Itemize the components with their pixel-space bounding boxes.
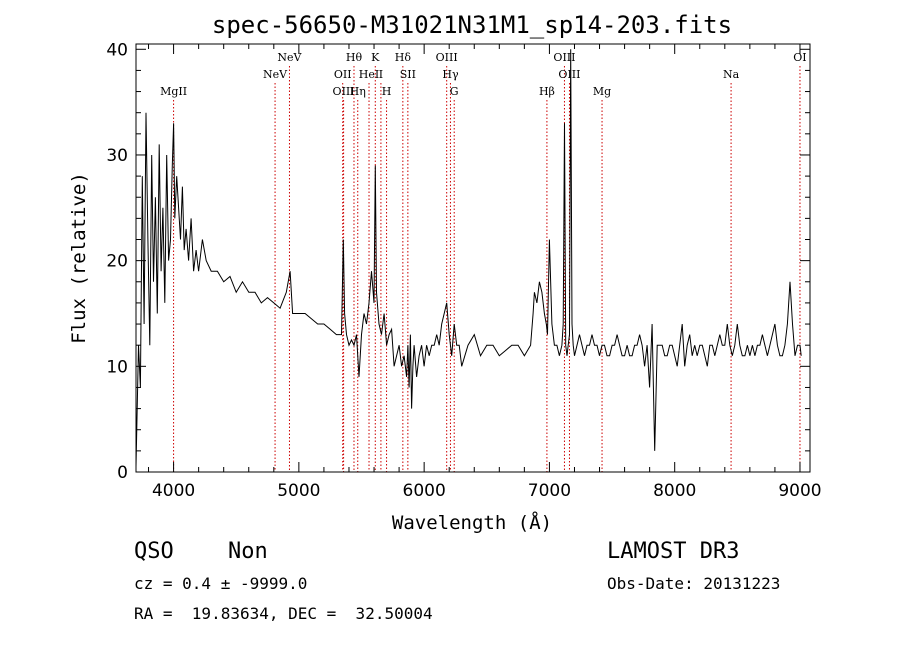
line-marker-label: OIII [436,51,458,64]
line-marker-label: Hβ [539,85,555,98]
line-marker-label: I [379,68,383,81]
y-axis-label: Flux (relative) [68,172,90,344]
line-marker-label: Hη [350,85,366,98]
coordinates: RA = 19.83634, DEC = 32.50004 [134,604,433,623]
x-axis-label: Wavelength (Å) [392,511,552,534]
y-tick-label: 10 [106,357,128,377]
line-marker-label: K [371,51,380,64]
line-markers: MgII NeV NeV OII OIII Hθ Hη HeI KIH Hδ SII OIII Hγ G H… [160,51,807,472]
y-tick-label: 40 [106,40,128,60]
line-marker-label: OIII [553,51,575,64]
line-marker-label: OIII [333,85,355,98]
line-marker-label: HeI [359,68,379,81]
x-tick-label: 5000 [277,481,320,501]
line-marker-label: Hθ [346,51,363,64]
line-marker-label: Hγ [442,68,459,81]
survey-label: LAMOST DR3 [607,539,740,564]
plot-frame [135,43,811,473]
y-tick-label: 0 [117,463,128,483]
line-marker-label: Hδ [395,51,412,64]
line-marker-label: MgII [160,85,187,98]
line-marker-label: NeV [277,51,302,64]
line-marker-label: OII [334,68,352,81]
line-marker-label: OIII [558,68,580,81]
x-tick-label: 9000 [778,481,821,501]
axes: 4000 5000 6000 7000 8000 9000 0 10 20 30 40 [106,40,821,501]
x-tick-label: 4000 [152,481,195,501]
line-marker-label: Na [723,68,740,81]
line-marker-label: NeV [263,68,288,81]
y-tick-label: 30 [106,146,128,166]
y-tick-label: 20 [106,252,128,272]
line-marker-label: Mg [593,85,611,98]
x-tick-label: 6000 [403,481,446,501]
obs-date: Obs-Date: 20131223 [607,574,781,593]
redshift-readout: cz = 0.4 ± -9999.0 [134,574,308,593]
object-class: QSO [134,539,174,564]
line-marker-label: SII [400,68,416,81]
object-subclass: Non [228,539,268,564]
line-marker-label: G [450,85,459,98]
x-tick-label: 8000 [653,481,696,501]
line-marker-label: OI [793,51,806,64]
spectrum-line [135,49,802,467]
line-marker-label: H [382,85,392,98]
x-tick-label: 7000 [528,481,571,501]
chart-title: spec-56650-M31021N31M1_sp14-203.fits [212,11,732,39]
